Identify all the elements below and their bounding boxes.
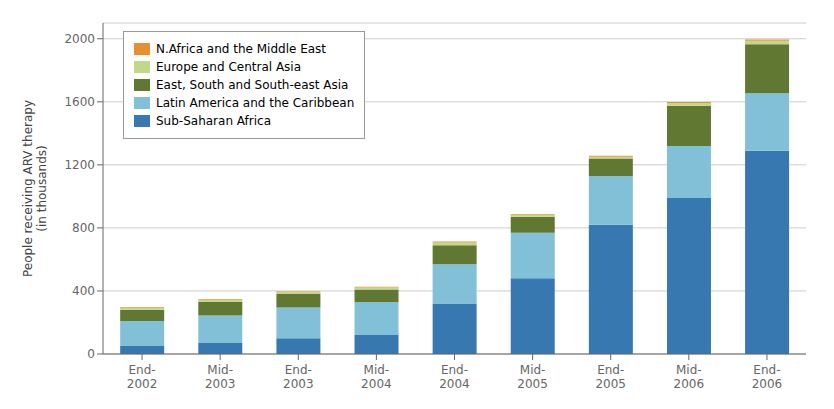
svg-text:800: 800	[72, 221, 95, 235]
svg-text:End-2003: End-2003	[283, 363, 314, 391]
svg-text:1200: 1200	[64, 158, 95, 172]
svg-text:0: 0	[87, 347, 95, 361]
svg-text:400: 400	[72, 284, 95, 298]
svg-text:End-2006: End-2006	[752, 363, 783, 391]
svg-text:1600: 1600	[64, 95, 95, 109]
svg-text:People receiving ARV therapy(i: People receiving ARV therapy(in thousand…	[21, 100, 49, 277]
svg-text:2000: 2000	[64, 32, 95, 46]
html-text:Europe and Central Asia: Europe and Central Asia	[156, 60, 302, 74]
svg-text:End-2002: End-2002	[127, 363, 158, 391]
svg-text:Mid-2004: Mid-2004	[361, 363, 392, 391]
svg-text:Mid-2003: Mid-2003	[205, 363, 236, 391]
svg-text:Mid-2006: Mid-2006	[674, 363, 705, 391]
svg-text:End-2005: End-2005	[595, 363, 626, 391]
html-text:East, South and South-east Asi: East, South and South-east Asia	[156, 78, 349, 92]
html-text:Latin America and the Caribbea: Latin America and the Caribbean	[156, 96, 355, 110]
html-text:Sub-Saharan Africa: Sub-Saharan Africa	[156, 114, 271, 128]
svg-text:Mid-2005: Mid-2005	[517, 363, 548, 391]
svg-text:End-2004: End-2004	[439, 363, 470, 391]
html-text:N.Africa and the Middle East: N.Africa and the Middle East	[156, 42, 327, 56]
